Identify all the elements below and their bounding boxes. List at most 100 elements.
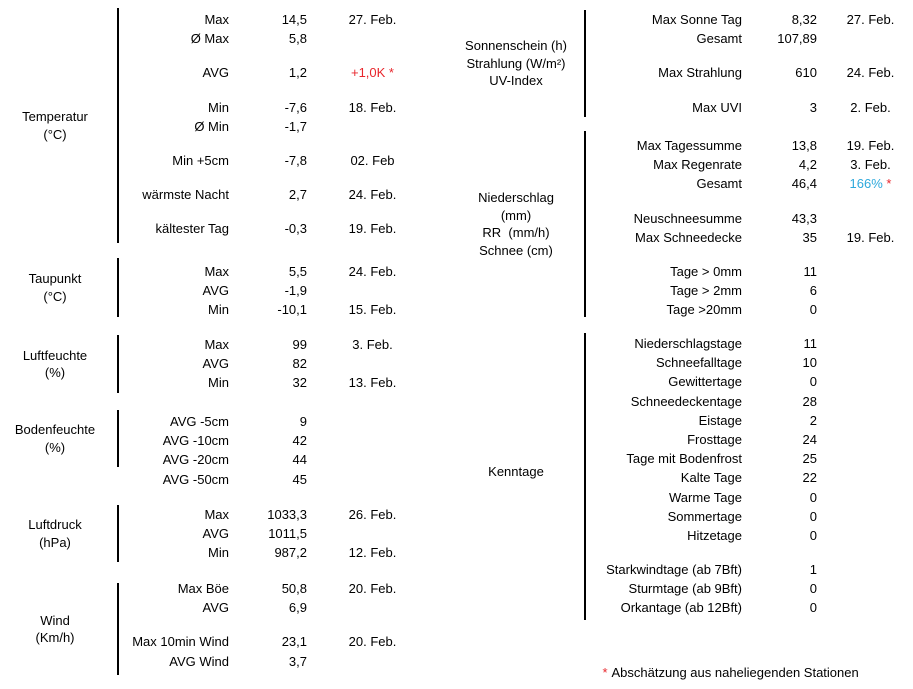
data-row: Max 5,5 24. Feb.	[0, 262, 456, 281]
section-label-line: (hPa)	[39, 534, 71, 550]
section-label-line: RR (mm/h)	[482, 225, 550, 240]
param-label: Max UVI	[692, 99, 742, 115]
row-group: Max Böe 50,8 20. Feb. AVG 6,9	[0, 579, 456, 617]
param-date: 3. Feb.	[352, 337, 393, 352]
section-rows: Max 1033,3 26. Feb. AVG 1011,5 Min 987,2 12. Fe…	[0, 505, 456, 563]
data-row: Max 10min Wind 23,1 20. Feb.	[0, 632, 456, 651]
section-label-line: Strahlung (W/m²)	[466, 55, 566, 71]
section-label: Luftdruck (hPa)	[0, 505, 110, 562]
param-value: 4,2	[798, 157, 817, 173]
param-value: 1,2	[288, 65, 307, 81]
section-divider	[117, 8, 119, 243]
annotation: +1,0K *	[350, 65, 394, 81]
row-group: kältester Tag -0,3 19. Feb.	[0, 219, 456, 238]
row-group: Max 14,5 27. Feb. Ø Max 5,8	[0, 10, 456, 48]
param-date: 166% *	[828, 174, 913, 193]
param-value: 6,9	[288, 600, 307, 616]
param-value: 43,3	[791, 210, 817, 226]
param-label: Ø Max	[190, 31, 229, 47]
param-label: Min	[208, 99, 229, 115]
section-label-line: Luftfeuchte	[22, 347, 88, 363]
param-value: 23,1	[281, 634, 307, 650]
data-row: Min 32 13. Feb.	[0, 373, 456, 392]
data-row: Schneedeckentage 28	[456, 392, 913, 411]
section-label-line: Niederschlag	[478, 190, 554, 205]
param-value: 610	[795, 65, 817, 81]
section-label-line: Temperatur	[22, 109, 88, 124]
row-group: Tage > 0mm 11 Tage > 2mm 6 Tage >20mm 0	[456, 262, 913, 320]
row-group: Min -7,6 18. Feb. Ø Min -1,7	[0, 98, 456, 136]
param-value: -7,8	[284, 152, 307, 168]
section-label: Niederschlag (mm) RR (mm/h) Schnee (cm)	[458, 131, 574, 317]
data-row: AVG 82	[0, 354, 456, 373]
param-label: AVG	[202, 600, 230, 616]
param-value: -10,1	[277, 302, 307, 318]
param-date: 3. Feb.	[850, 157, 891, 173]
param-value: 44	[292, 452, 307, 468]
data-row: Max Böe 50,8 20. Feb.	[0, 579, 456, 598]
row-group: wärmste Nacht 2,7 24. Feb.	[0, 185, 456, 204]
row-group: Max UVI 3 2. Feb.	[456, 98, 913, 117]
data-row: AVG -5cm 9	[0, 412, 456, 431]
section-rows: Max Sonne Tag 8,32 27. Feb. Gesamt 107,89 Max…	[456, 10, 913, 117]
row-group: Max 1033,3 26. Feb. AVG 1011,5 Min 987,2 12. Fe…	[0, 505, 456, 563]
param-value: 28	[802, 393, 817, 409]
param-date: 19. Feb.	[348, 221, 397, 237]
param-label: kältester Tag	[155, 221, 229, 237]
section-label: Taupunkt (°C)	[0, 258, 110, 317]
param-value: 25	[802, 451, 817, 467]
data-row: Max 14,5 27. Feb.	[0, 10, 456, 29]
section-rows: Max Böe 50,8 20. Feb. AVG 6,9 Max 10min Wind 2…	[0, 579, 456, 671]
param-date: 27. Feb.	[846, 12, 895, 27]
param-date: 24. Feb.	[348, 264, 397, 279]
param-value: 11	[803, 336, 818, 351]
section-rows: Niederschlagstage 11 Schneefalltage 10 Gewit…	[456, 334, 913, 618]
param-value: 14,5	[281, 12, 307, 27]
data-row: Orkantage (ab 12Bft) 0	[456, 598, 913, 617]
param-label: Sommertage	[667, 508, 742, 524]
param-label: Tage >20mm	[666, 302, 742, 318]
param-value: 3,7	[288, 653, 307, 669]
section-rows: Max 5,5 24. Feb. AVG -1,9 Min -10,1 15. Feb.	[0, 262, 456, 320]
data-row: Max Sonne Tag 8,32 27. Feb.	[456, 10, 913, 29]
data-row: AVG -10cm 42	[0, 431, 456, 450]
row-group: AVG 1,2 +1,0K *	[0, 63, 456, 82]
param-value: 22	[802, 470, 817, 486]
param-label: Kalte Tage	[680, 470, 742, 486]
section-label-line: (°C)	[43, 126, 67, 142]
data-row: Hitzetage 0	[456, 526, 913, 545]
data-row: Ø Max 5,8	[0, 29, 456, 48]
param-value: 24	[802, 431, 817, 447]
param-value: 2	[809, 412, 817, 428]
param-value: 0	[809, 600, 817, 616]
section-label-line: UV-Index	[489, 73, 543, 89]
param-label: Orkantage (ab 12Bft)	[620, 600, 742, 616]
param-value: 0	[809, 581, 817, 597]
param-value: 5,8	[288, 31, 307, 47]
param-label: AVG Wind	[169, 653, 229, 669]
data-row: Warme Tage 0	[456, 488, 913, 507]
data-row: Min +5cm -7,8 02. Feb	[0, 151, 456, 170]
section-label-line: Schnee (cm)	[479, 242, 553, 258]
param-label: Min	[208, 302, 229, 318]
section-label-line: (mm)	[500, 207, 532, 223]
data-row: Tage > 2mm 6	[456, 281, 913, 300]
section-label-line: (Km/h)	[35, 630, 75, 645]
data-row: AVG 6,9	[0, 598, 456, 617]
section-divider	[117, 410, 119, 467]
data-row: Min -7,6 18. Feb.	[0, 98, 456, 117]
data-row: Ø Min -1,7	[0, 117, 456, 136]
section-divider	[584, 131, 586, 317]
param-value: 0	[809, 508, 817, 524]
param-value: 107,89	[777, 31, 817, 47]
param-date: 20. Feb.	[348, 581, 397, 596]
data-row: Gesamt 46,4 166% *	[456, 174, 913, 193]
param-value: -1,7	[284, 118, 307, 134]
row-group: Max Tagessumme 13,8 19. Feb. Max Regenrate 4…	[456, 136, 913, 194]
data-row: Niederschlagstage 11	[456, 334, 913, 353]
param-label: Max Regenrate	[653, 157, 742, 173]
section-label-line: Wind	[40, 612, 70, 628]
param-label: Max Sonne Tag	[651, 12, 742, 27]
param-value: 0	[809, 302, 817, 318]
param-value: 3	[809, 99, 817, 115]
